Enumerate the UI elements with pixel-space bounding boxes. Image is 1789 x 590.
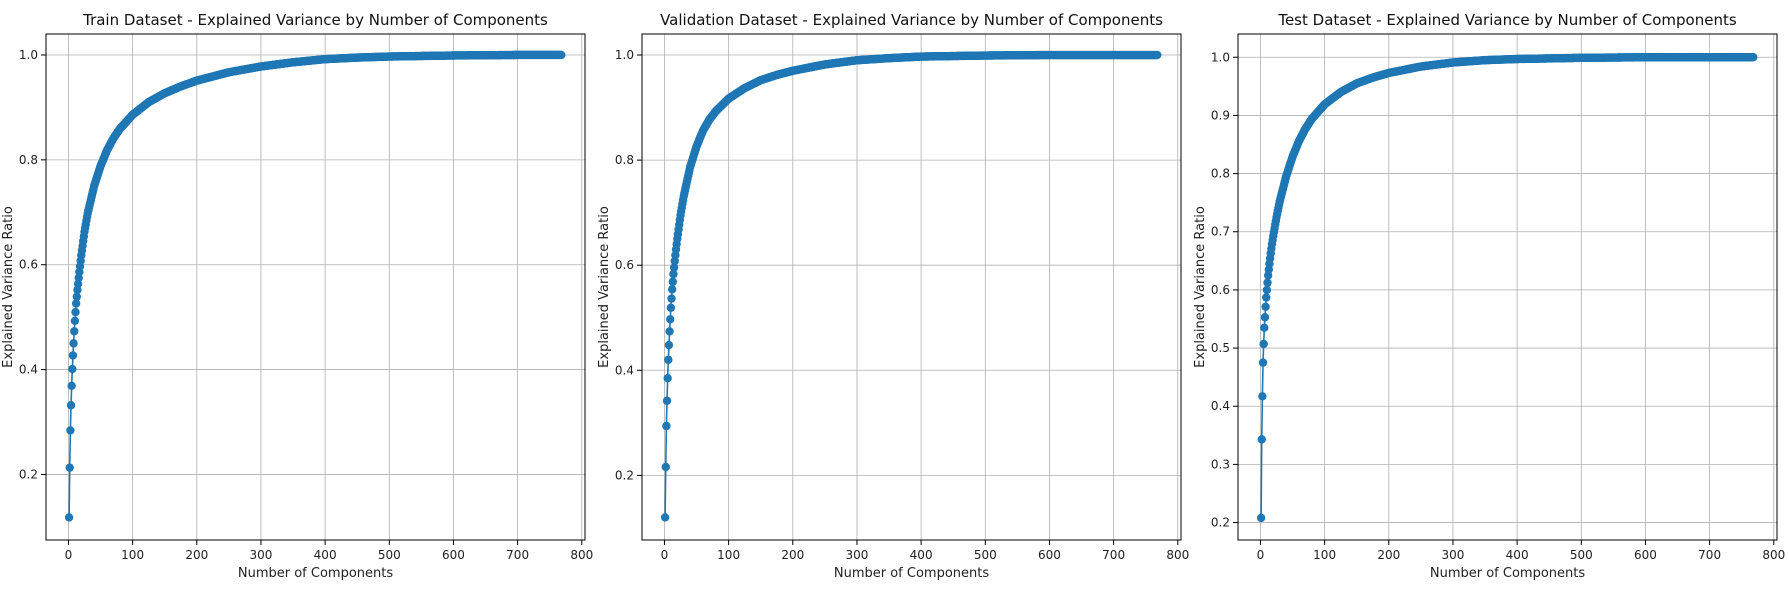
test-series-line xyxy=(1260,56,1754,518)
validation-x-tick-label-8: 800 xyxy=(1166,548,1189,562)
validation-chart-title: Validation Dataset - Explained Variance … xyxy=(660,11,1163,29)
test-y-tick-label-2: 0.4 xyxy=(1211,399,1230,413)
train-x-axis-label: Number of Components xyxy=(238,566,393,581)
validation-y-tick-label-2: 0.6 xyxy=(615,258,634,272)
validation-y-tick-label-3: 0.8 xyxy=(615,153,634,167)
test-y-tick-label-8: 1.0 xyxy=(1211,50,1230,64)
validation-x-tick-label-2: 200 xyxy=(781,548,804,562)
train-x-tick-label-2: 200 xyxy=(185,548,208,562)
validation-series-line xyxy=(664,54,1158,518)
test-x-tick-label-7: 700 xyxy=(1698,548,1721,562)
train-y-tick-label-3: 0.8 xyxy=(19,153,38,167)
test-chart-title: Test Dataset - Explained Variance by Num… xyxy=(1277,11,1736,29)
test-y-tick-label-7: 0.9 xyxy=(1211,108,1230,122)
validation-x-tick-label-7: 700 xyxy=(1102,548,1125,562)
test-y-axis-label: Explained Variance Ratio xyxy=(1193,206,1208,368)
validation-series-markers xyxy=(660,50,1162,522)
train-x-tick-label-8: 800 xyxy=(570,548,593,562)
validation-x-tick-label-3: 300 xyxy=(846,548,869,562)
test-y-tick-label-6: 0.8 xyxy=(1211,167,1230,181)
train-x-tick-label-3: 300 xyxy=(250,548,273,562)
validation-x-tick-label-0: 0 xyxy=(661,548,669,562)
validation-x-axis-label: Number of Components xyxy=(834,566,989,581)
train-x-tick-label-5: 500 xyxy=(378,548,401,562)
test-x-tick-label-5: 500 xyxy=(1570,548,1593,562)
test-x-tick-label-4: 400 xyxy=(1506,548,1529,562)
validation-y-tick-label-4: 1.0 xyxy=(615,48,634,62)
validation-x-tick-label-1: 100 xyxy=(717,548,740,562)
validation-chart-panel: 0 100 200 300 400 500 600 700 800 0.2 0.4 0.6 0.8 1.0… xyxy=(597,11,1189,581)
test-series-markers xyxy=(1256,53,1758,523)
test-y-tick-label-4: 0.6 xyxy=(1211,283,1230,297)
train-y-tick-label-0: 0.2 xyxy=(19,467,38,481)
test-y-tick-label-1: 0.3 xyxy=(1211,457,1230,471)
validation-y-tick-label-1: 0.4 xyxy=(615,363,634,377)
validation-y-tick-label-0: 0.2 xyxy=(615,468,634,482)
train-x-tick-label-7: 700 xyxy=(506,548,529,562)
train-x-tick-label-6: 600 xyxy=(442,548,465,562)
validation-y-axis-label: Explained Variance Ratio xyxy=(597,206,612,368)
test-axes-frame xyxy=(1237,33,1778,541)
test-x-tick-label-3: 300 xyxy=(1442,548,1465,562)
train-y-tick-label-4: 1.0 xyxy=(19,48,38,62)
train-chart-panel: 0 100 200 300 400 500 600 700 800 0.2 0.4 0.6 0.8 1.0… xyxy=(1,11,593,581)
test-y-tick-label-0: 0.2 xyxy=(1211,516,1230,530)
train-y-tick-label-1: 0.4 xyxy=(19,363,38,377)
train-y-tick-label-2: 0.6 xyxy=(19,258,38,272)
validation-x-tick-label-6: 600 xyxy=(1038,548,1061,562)
train-series-markers xyxy=(64,50,566,522)
test-x-tick-label-1: 100 xyxy=(1313,548,1336,562)
test-x-tick-label-2: 200 xyxy=(1377,548,1400,562)
test-chart-panel: 0 100 200 300 400 500 600 700 800 0.2 0.3 0.4 0.5 0.6… xyxy=(1193,11,1785,581)
test-x-tick-label-0: 0 xyxy=(1257,548,1265,562)
train-series-line xyxy=(68,54,562,518)
validation-x-tick-label-5: 500 xyxy=(974,548,997,562)
train-y-axis-label: Explained Variance Ratio xyxy=(1,206,16,368)
train-chart-title: Train Dataset - Explained Variance by Nu… xyxy=(82,11,548,29)
train-axes-frame xyxy=(45,33,586,541)
validation-axes-frame xyxy=(641,33,1182,541)
test-x-axis-label: Number of Components xyxy=(1430,566,1585,581)
train-x-tick-label-4: 400 xyxy=(314,548,337,562)
validation-x-tick-label-4: 400 xyxy=(910,548,933,562)
test-x-tick-label-6: 600 xyxy=(1634,548,1657,562)
test-y-tick-label-3: 0.5 xyxy=(1211,341,1230,355)
train-x-tick-label-0: 0 xyxy=(65,548,73,562)
test-y-tick-label-5: 0.7 xyxy=(1211,225,1230,239)
test-x-tick-label-8: 800 xyxy=(1762,548,1785,562)
train-x-tick-label-1: 100 xyxy=(121,548,144,562)
